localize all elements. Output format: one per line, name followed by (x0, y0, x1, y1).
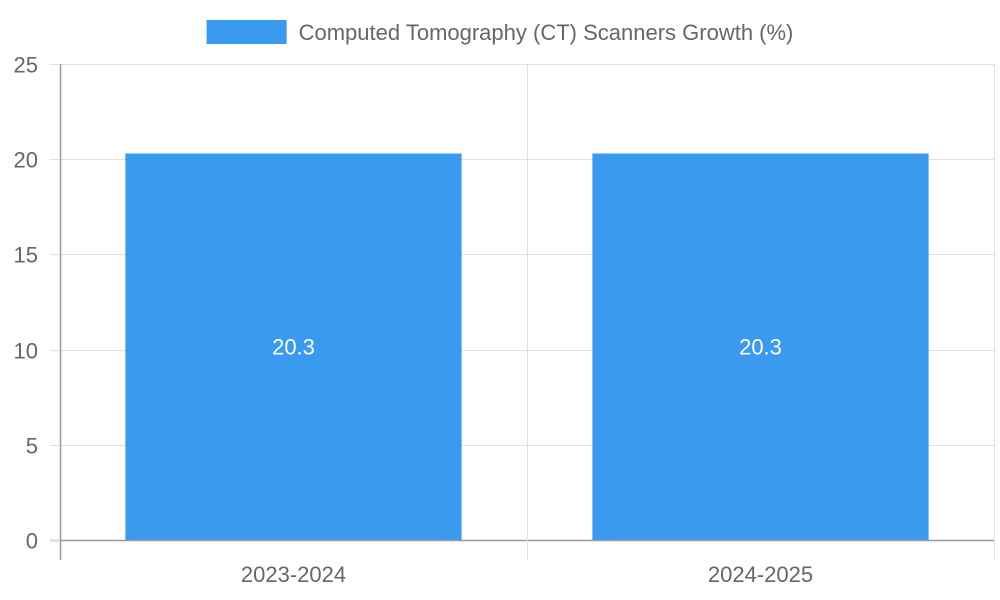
y-tick-label: 5 (26, 434, 38, 459)
bars: 20.3 20.3 (125, 153, 929, 540)
axes: 0 5 10 15 20 25 2023-2024 2024-2025 (14, 53, 995, 587)
x-tick-label: 2024-2025 (708, 562, 813, 587)
legend-label: Computed Tomography (CT) Scanners Growth… (299, 20, 794, 45)
legend: Computed Tomography (CT) Scanners Growth… (206, 20, 794, 45)
y-tick-label: 0 (26, 529, 38, 554)
y-tick-label: 20 (14, 148, 38, 173)
bar (592, 153, 929, 540)
bar (125, 153, 462, 540)
y-tick-label: 25 (14, 53, 38, 78)
legend-swatch (206, 20, 287, 44)
bar-value-label: 20.3 (739, 335, 782, 360)
bar-value-label: 20.3 (272, 335, 315, 360)
x-tick-label: 2023-2024 (241, 562, 346, 587)
y-tick-label: 10 (14, 339, 38, 364)
y-tick-label: 15 (14, 243, 38, 268)
